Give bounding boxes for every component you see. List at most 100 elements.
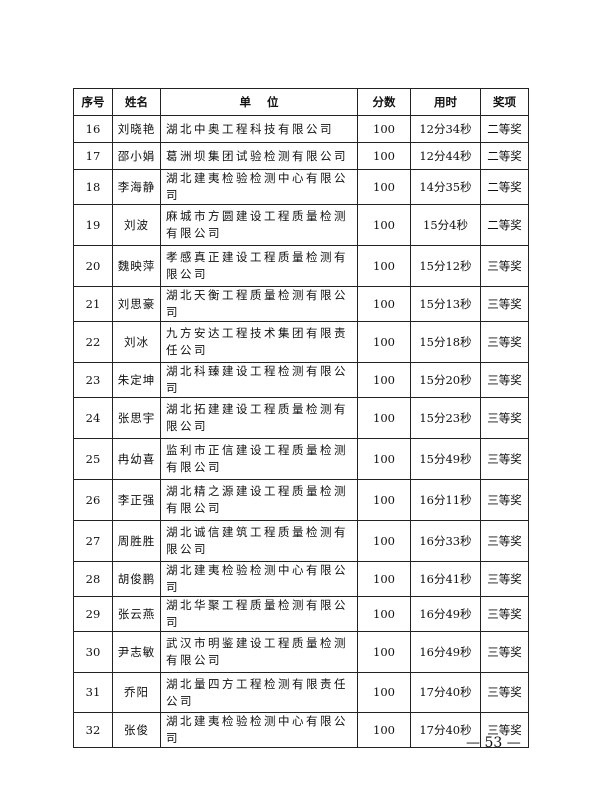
score-cell: 100 xyxy=(357,142,411,170)
unit-cell: 监利市正信建设工程质量检测有限公司 xyxy=(160,438,358,480)
table-row: 30 尹志敏 武汉市明鉴建设工程质量检测有限公司 100 16分49秒 三等奖 xyxy=(73,631,529,673)
score-cell: 100 xyxy=(357,561,411,597)
score-cell: 100 xyxy=(357,245,411,287)
time-cell: 15分4秒 xyxy=(410,204,481,246)
score-cell: 100 xyxy=(357,169,411,205)
score-cell: 100 xyxy=(357,362,411,398)
time-cell: 17分40秒 xyxy=(410,712,481,748)
name-cell: 朱定坤 xyxy=(112,362,161,398)
time-cell: 16分49秒 xyxy=(410,596,481,632)
score-cell: 100 xyxy=(357,672,411,713)
column-header: 奖项 xyxy=(480,88,529,116)
table-row: 18 李海静 湖北建夷检验检测中心有限公司 100 14分35秒 二等奖 xyxy=(73,169,529,205)
row-number: 30 xyxy=(73,631,113,673)
time-cell: 17分40秒 xyxy=(410,672,481,713)
table-row: 28 胡俊鹏 湖北建夷检验检测中心有限公司 100 16分41秒 三等奖 xyxy=(73,561,529,597)
row-number: 16 xyxy=(73,115,113,143)
unit-cell: 武汉市明鉴建设工程质量检测有限公司 xyxy=(160,631,358,673)
score-cell: 100 xyxy=(357,115,411,143)
unit-cell: 湖北诚信建筑工程质量检测有限公司 xyxy=(160,520,358,562)
unit-cell: 湖北建夷检验检测中心有限公司 xyxy=(160,712,358,748)
score-cell: 100 xyxy=(357,520,411,562)
time-cell: 15分20秒 xyxy=(410,362,481,398)
score-cell: 100 xyxy=(357,286,411,322)
award-cell: 二等奖 xyxy=(480,115,529,143)
unit-cell: 湖北华聚工程质量检测有限公司 xyxy=(160,596,358,632)
table-header-row: 序号 姓名单 位分数 用时 奖项 xyxy=(73,88,529,116)
award-cell: 三等奖 xyxy=(480,438,529,480)
score-cell: 100 xyxy=(357,631,411,673)
table-row: 17 邵小娟 葛洲坝集团试验检测有限公司 100 12分44秒 二等奖 xyxy=(73,142,529,170)
score-cell: 100 xyxy=(357,204,411,246)
unit-cell: 葛洲坝集团试验检测有限公司 xyxy=(160,142,358,170)
name-cell: 胡俊鹏 xyxy=(112,561,161,597)
table-row: 31 乔阳 湖北量四方工程检测有限责任公司 100 17分40秒 三等奖 xyxy=(73,672,529,713)
time-cell: 15分13秒 xyxy=(410,286,481,322)
time-cell: 12分34秒 xyxy=(410,115,481,143)
row-number: 21 xyxy=(73,286,113,322)
score-cell: 100 xyxy=(357,712,411,748)
unit-cell: 湖北科臻建设工程检测有限公司 xyxy=(160,362,358,398)
award-cell: 三等奖 xyxy=(480,712,529,748)
table-row: 21 刘思豪 湖北天衡工程质量检测有限公司 100 15分13秒 三等奖 xyxy=(73,286,529,322)
award-cell: 三等奖 xyxy=(480,520,529,562)
name-cell: 李海静 xyxy=(112,169,161,205)
name-cell: 冉幼喜 xyxy=(112,438,161,480)
time-cell: 15分49秒 xyxy=(410,438,481,480)
row-number: 19 xyxy=(73,204,113,246)
row-number: 29 xyxy=(73,596,113,632)
score-cell: 100 xyxy=(357,596,411,632)
row-number: 17 xyxy=(73,142,113,170)
column-header: 分数 xyxy=(357,88,411,116)
name-cell: 刘冰 xyxy=(112,321,161,363)
row-number: 32 xyxy=(73,712,113,748)
unit-cell: 九方安达工程技术集团有限责任公司 xyxy=(160,321,358,363)
name-cell: 魏映萍 xyxy=(112,245,161,287)
time-cell: 14分35秒 xyxy=(410,169,481,205)
table-row: 22 刘冰 九方安达工程技术集团有限责任公司 100 15分18秒 三等奖 xyxy=(73,321,529,363)
table-row: 26 李正强 湖北精之源建设工程质量检测有限公司 100 16分11秒 三等奖 xyxy=(73,479,529,521)
name-cell: 刘思豪 xyxy=(112,286,161,322)
award-cell: 三等奖 xyxy=(480,321,529,363)
table-row: 25 冉幼喜 监利市正信建设工程质量检测有限公司 100 15分49秒 三等奖 xyxy=(73,438,529,480)
unit-cell: 湖北精之源建设工程质量检测有限公司 xyxy=(160,479,358,521)
column-header: 单 位 xyxy=(160,88,358,116)
name-cell: 张思宇 xyxy=(112,397,161,439)
award-cell: 二等奖 xyxy=(480,169,529,205)
time-cell: 16分49秒 xyxy=(410,631,481,673)
award-cell: 三等奖 xyxy=(480,397,529,439)
award-cell: 三等奖 xyxy=(480,596,529,632)
name-cell: 张云燕 xyxy=(112,596,161,632)
time-cell: 16分41秒 xyxy=(410,561,481,597)
name-cell: 尹志敏 xyxy=(112,631,161,673)
table-row: 24 张思宇 湖北拓建建设工程质量检测有限公司 100 15分23秒 三等奖 xyxy=(73,397,529,439)
name-cell: 刘晓艳 xyxy=(112,115,161,143)
unit-cell: 湖北天衡工程质量检测有限公司 xyxy=(160,286,358,322)
name-cell: 刘波 xyxy=(112,204,161,246)
award-cell: 三等奖 xyxy=(480,479,529,521)
award-cell: 三等奖 xyxy=(480,672,529,713)
award-cell: 三等奖 xyxy=(480,362,529,398)
unit-cell: 湖北建夷检验检测中心有限公司 xyxy=(160,169,358,205)
column-header: 序号 xyxy=(73,88,113,116)
name-cell: 张俊 xyxy=(112,712,161,748)
column-header: 用时 xyxy=(410,88,481,116)
column-header: 姓名 xyxy=(112,88,161,116)
row-number: 20 xyxy=(73,245,113,287)
time-cell: 16分11秒 xyxy=(410,479,481,521)
name-cell: 李正强 xyxy=(112,479,161,521)
time-cell: 15分18秒 xyxy=(410,321,481,363)
award-cell: 三等奖 xyxy=(480,561,529,597)
table-row: 27 周胜胜 湖北诚信建筑工程质量检测有限公司 100 16分33秒 三等奖 xyxy=(73,520,529,562)
score-cell: 100 xyxy=(357,321,411,363)
score-cell: 100 xyxy=(357,479,411,521)
table-row: 16 刘晓艳 湖北中奥工程科技有限公司 100 12分34秒 二等奖 xyxy=(73,115,529,143)
score-cell: 100 xyxy=(357,397,411,439)
name-cell: 邵小娟 xyxy=(112,142,161,170)
unit-cell: 孝感真正建设工程质量检测有限公司 xyxy=(160,245,358,287)
table-row: 19 刘波 麻城市方圆建设工程质量检测有限公司 100 15分4秒 二等奖 xyxy=(73,204,529,246)
row-number: 23 xyxy=(73,362,113,398)
time-cell: 16分33秒 xyxy=(410,520,481,562)
award-cell: 二等奖 xyxy=(480,142,529,170)
unit-cell: 湖北中奥工程科技有限公司 xyxy=(160,115,358,143)
